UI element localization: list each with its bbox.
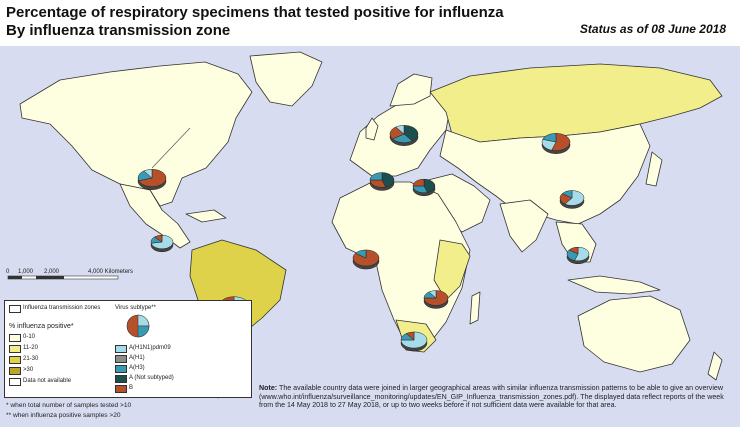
positive-label-1: 11-20: [23, 345, 38, 351]
pie-slice-western-europe-2: [369, 172, 383, 181]
title-line-2: By influenza transmission zone: [6, 22, 231, 39]
pie-slice-middle-africa-1: [355, 249, 367, 259]
india-land: [499, 199, 549, 253]
subtype-swatch-2: [115, 365, 127, 373]
subtype-label-2: A(H3): [129, 365, 145, 371]
scale-label-1: 1,000: [18, 269, 34, 275]
uk-land: [365, 117, 379, 141]
subtype-label-1: A(H1): [129, 355, 145, 361]
pie-central-asia: [559, 190, 585, 209]
pie-slice-eastern-africa-0: [423, 290, 449, 306]
japan-land: [645, 151, 663, 187]
positive-label-4: Data not available: [23, 378, 72, 384]
new-zealand-land: [707, 351, 723, 381]
north-america-land: [19, 61, 253, 207]
subtype-example-pie: [126, 314, 150, 338]
subtype-swatch-1: [115, 355, 127, 363]
pie-north-america: [137, 169, 167, 190]
scale-label-3: 4,000 Kilometers: [88, 269, 134, 275]
pie-western-europe: [369, 172, 395, 191]
eastern-africa-land: [433, 239, 471, 301]
pie-slice-southern-africa-2: [405, 331, 415, 341]
legend: Influenza transmission zones % influenza…: [4, 300, 252, 398]
pie-slice-northern-europe-3: [395, 125, 405, 135]
pie-slice-eastern-africa-2: [428, 290, 437, 299]
australia-land: [577, 295, 691, 373]
subtype-swatch-3: [115, 375, 127, 383]
pie-slice-central-america-2: [153, 234, 163, 243]
pie-south-east-asia: [566, 246, 590, 265]
subtype-swatch-0: [115, 345, 127, 353]
note-block: Note: The available country data were jo…: [259, 384, 737, 410]
scale-label-2: 2,000: [44, 269, 60, 275]
scale-label-0: 0: [6, 269, 10, 275]
scale-bar: [7, 275, 119, 280]
leader-line: [151, 127, 191, 169]
indonesia-land: [567, 275, 661, 295]
pie-slice-eastern-europe-0: [423, 178, 436, 193]
pie-slice-south-east-asia-2: [568, 246, 579, 255]
subtype-label-4: B: [129, 385, 134, 391]
positive-label-3: >30: [23, 367, 34, 373]
caribbean-land: [185, 209, 227, 223]
subtype-title: Virus subtype**: [115, 305, 156, 311]
positive-swatch-4: [9, 378, 21, 386]
pie-slice-central-asia-0: [564, 190, 585, 206]
positive-title: % influenza positive*: [9, 323, 74, 330]
pie-slice-north-america-2: [143, 169, 153, 179]
pie-slice-central-asia-2: [561, 190, 573, 199]
note-text: The available country data were joined i…: [259, 384, 724, 410]
pie-middle-africa: [352, 249, 380, 270]
pie-slice-eastern-europe-2: [412, 178, 425, 187]
zones-swatch: [9, 305, 21, 313]
pie-central-america: [150, 234, 174, 253]
pie-russia: [541, 133, 571, 154]
pie-slice-western-europe-0: [381, 172, 395, 188]
pie-slice-russia-2: [542, 133, 557, 143]
positive-swatch-3: [9, 367, 21, 375]
footnote-2: ** when influenza positive samples >20: [6, 412, 121, 419]
pie-southern-africa: [400, 331, 428, 352]
note-label: Note:: [259, 384, 278, 392]
pie-northern-europe: [389, 125, 419, 146]
status-date: Status as of 08 June 2018: [579, 22, 726, 36]
madagascar-land: [469, 291, 481, 325]
pie-slice-northern-europe-0: [403, 125, 419, 142]
zones-label: Influenza transmission zones: [23, 305, 101, 311]
positive-label-0: 0-10: [23, 334, 36, 340]
pie-eastern-europe: [412, 178, 436, 197]
subtype-swatch-4: [115, 385, 127, 393]
positive-swatch-0: [9, 334, 21, 342]
subtype-label-0: A(H1N1)pdm09: [129, 345, 171, 351]
positive-swatch-1: [9, 345, 21, 353]
title-line-1: Percentage of respiratory specimens that…: [6, 4, 504, 21]
footnote-1: * when total number of samples tested >1…: [6, 402, 132, 409]
positive-swatch-2: [9, 356, 21, 364]
scandinavia-land: [389, 73, 433, 107]
positive-label-2: 21-30: [23, 356, 39, 362]
pie-eastern-africa: [423, 290, 449, 309]
greenland-land: [249, 51, 323, 107]
central-america-land: [119, 183, 191, 249]
subtype-label-3: A (Not subtyped): [129, 375, 174, 381]
